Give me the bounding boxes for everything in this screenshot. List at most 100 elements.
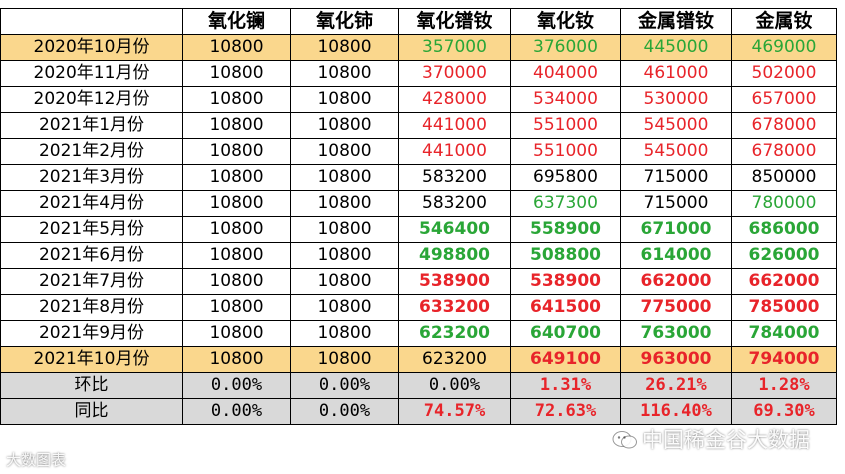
row-label: 2021年8月份 [0,294,183,321]
table-row: 2020年12月份 10800 10800 428000 534000 530000 657… [0,86,837,113]
table-cell: 10800 [182,60,291,87]
table-cell: 558900 [510,216,621,243]
price-table: 氧化镧 氧化铈 氧化镨钕 氧化钕 金属镨钕 金属钕 2020年10月份 10800 10800… [0,8,837,425]
table-cell: 671000 [620,216,732,243]
table-cell: 441000 [398,112,511,139]
table-cell: 10800 [290,34,399,61]
table-cell: 10800 [182,268,291,295]
table-cell: 10800 [290,164,399,191]
table-cell: 614000 [620,242,732,269]
table-row: 2021年7月份 10800 10800 538900 538900 662000 6620… [0,268,837,295]
table-row: 2021年5月份 10800 10800 546400 558900 671000 6860… [0,216,837,243]
table-cell: 662000 [620,268,732,295]
table-cell: 785000 [731,294,837,321]
table-cell: 469000 [731,34,837,61]
table-cell: 74.57% [398,398,511,425]
table-cell: 10800 [290,112,399,139]
table-cell: 10800 [182,294,291,321]
watermark-left: 大数图表 [6,451,67,469]
table-cell: 546400 [398,216,511,243]
table-cell: 10800 [290,216,399,243]
table-cell: 10800 [290,242,399,269]
table-cell: 441000 [398,138,511,165]
table-body: 2020年10月份 10800 10800 357000 376000 445000 469… [0,34,837,425]
table-cell: 116.40% [620,398,732,425]
column-header: 氧化镧 [182,8,291,35]
row-label: 2021年1月份 [0,112,183,139]
table-cell: 10800 [290,294,399,321]
table-cell: 69.30% [731,398,837,425]
table-row: 2020年11月份 10800 10800 370000 404000 461000 502… [0,60,837,87]
row-label: 同比 [0,398,183,425]
table-cell: 10800 [182,86,291,113]
table-cell: 623200 [398,346,511,373]
table-cell: 10800 [182,242,291,269]
column-header: 氧化镨钕 [398,8,511,35]
table-cell: 534000 [510,86,621,113]
table-cell: 583200 [398,190,511,217]
wechat-icon [612,431,637,449]
table-cell: 641500 [510,294,621,321]
row-label: 2021年4月份 [0,190,183,217]
row-label: 环比 [0,372,183,399]
table-cell: 10800 [290,268,399,295]
column-header: 氧化铈 [290,8,399,35]
table-row: 2021年4月份 10800 10800 583200 637300 715000 7800… [0,190,837,217]
column-header: 氧化钕 [510,8,621,35]
header-corner [0,8,183,35]
table-cell: 963000 [620,346,732,373]
table-cell: 715000 [620,190,732,217]
table-cell: 850000 [731,164,837,191]
row-label: 2020年11月份 [0,60,183,87]
table-cell: 0.00% [182,372,291,399]
table-cell: 376000 [510,34,621,61]
table-cell: 10800 [182,112,291,139]
row-label: 2021年2月份 [0,138,183,165]
table-cell: 545000 [620,112,732,139]
row-label: 2020年12月份 [0,86,183,113]
table-cell: 538900 [398,268,511,295]
table-cell: 508800 [510,242,621,269]
table-cell: 640700 [510,320,621,347]
table-cell: 649100 [510,346,621,373]
table-cell: 686000 [731,216,837,243]
table-cell: 530000 [620,86,732,113]
table-cell: 626000 [731,242,837,269]
table-cell: 498800 [398,242,511,269]
table-cell: 10800 [182,164,291,191]
table-cell: 538900 [510,268,621,295]
table-cell: 551000 [510,138,621,165]
table-row: 环比 0.00% 0.00% 0.00% 1.31% 26.21% 1.28% [0,372,837,399]
table-cell: 695800 [510,164,621,191]
watermark-right: 中国稀金谷大数据 [612,424,810,454]
table-cell: 10800 [290,190,399,217]
column-header: 金属镨钕 [620,8,732,35]
row-label: 2021年9月份 [0,320,183,347]
table-cell: 10800 [182,346,291,373]
table-cell: 10800 [290,138,399,165]
row-label: 2021年10月份 [0,346,183,373]
table-cell: 623200 [398,320,511,347]
table-cell: 404000 [510,60,621,87]
table-row: 2021年8月份 10800 10800 633200 641500 775000 7850… [0,294,837,321]
table-row: 2021年1月份 10800 10800 441000 551000 545000 6780… [0,112,837,139]
table-cell: 10800 [182,320,291,347]
table-cell: 72.63% [510,398,621,425]
table-cell: 678000 [731,112,837,139]
table-row: 2021年2月份 10800 10800 441000 551000 545000 6780… [0,138,837,165]
table-cell: 461000 [620,60,732,87]
table-cell: 0.00% [290,398,399,425]
table-cell: 637300 [510,190,621,217]
row-label: 2021年6月份 [0,242,183,269]
table-cell: 0.00% [398,372,511,399]
table-cell: 10800 [182,216,291,243]
column-header: 金属钕 [731,8,837,35]
table-cell: 0.00% [182,398,291,425]
table-cell: 26.21% [620,372,732,399]
row-label: 2021年3月份 [0,164,183,191]
table-cell: 763000 [620,320,732,347]
table-row: 2021年3月份 10800 10800 583200 695800 715000 8500… [0,164,837,191]
table-row: 同比 0.00% 0.00% 74.57% 72.63% 116.40% 69.30% [0,398,837,425]
table-cell: 10800 [182,34,291,61]
table-cell: 10800 [182,138,291,165]
